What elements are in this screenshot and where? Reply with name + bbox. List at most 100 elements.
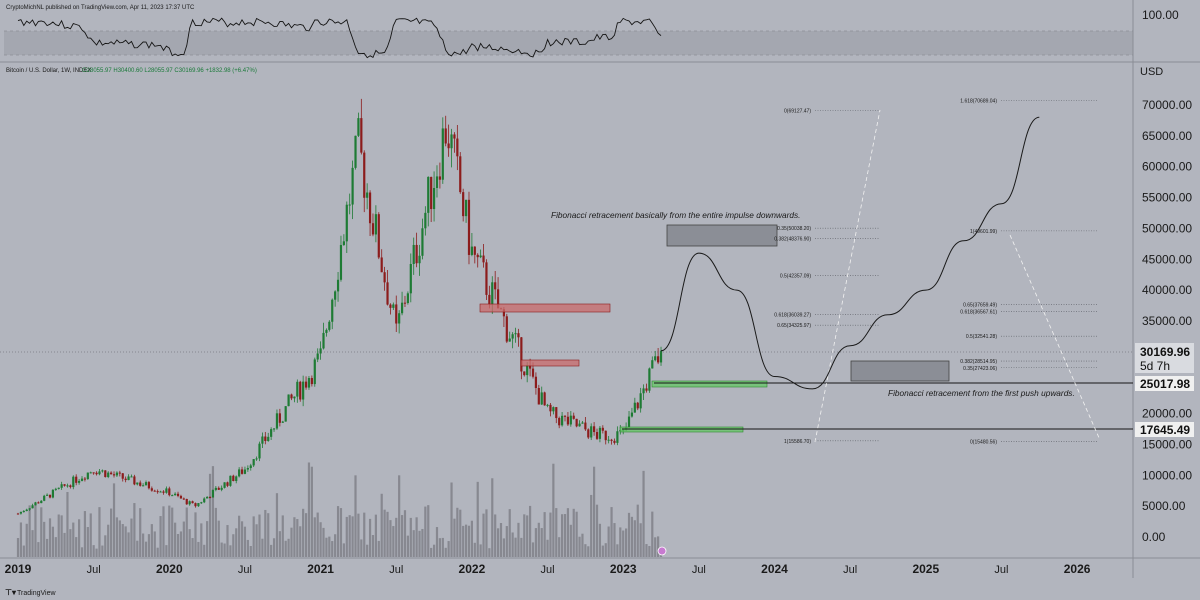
volume-bar <box>502 538 506 557</box>
price-tick: 5000.00 <box>1142 499 1186 513</box>
candle-body <box>334 291 337 300</box>
candle-body <box>569 415 572 425</box>
candle-body <box>514 333 517 335</box>
candle-body <box>462 192 465 217</box>
volume-bar <box>220 542 223 557</box>
volume-bar <box>214 507 217 557</box>
volume-bar <box>261 538 264 557</box>
volume-bar <box>147 534 151 557</box>
candle-body <box>272 428 276 430</box>
volume-bar <box>226 525 229 557</box>
time-tick: 2021 <box>307 562 334 576</box>
fib-level-label: 0.5(42357.09) <box>780 274 811 280</box>
candle-body <box>307 378 311 388</box>
time-tick: 2024 <box>761 562 788 576</box>
candle-body <box>278 413 281 423</box>
time-tick: Jul <box>541 564 555 576</box>
volume-bar <box>182 521 185 557</box>
event-marker-icon[interactable] <box>657 546 667 556</box>
candle-body <box>159 491 162 493</box>
candle-body <box>258 443 261 459</box>
volume-bar <box>357 513 360 557</box>
volume-bar <box>569 524 572 557</box>
candle-body <box>563 415 567 417</box>
candle-body <box>136 482 139 485</box>
candle-body <box>386 282 389 305</box>
volume-bar <box>72 522 75 557</box>
candle-body <box>523 371 526 376</box>
candle-body <box>249 465 252 469</box>
candle-body <box>485 262 488 295</box>
volume-bar <box>581 533 584 557</box>
volume-bar <box>168 505 171 557</box>
candle-body <box>115 472 119 476</box>
candle-body <box>595 432 599 439</box>
candle-body <box>412 244 415 264</box>
volume-bar <box>156 547 159 557</box>
candle-body <box>252 459 255 466</box>
candle-body <box>421 228 424 256</box>
candle-body <box>319 348 322 354</box>
candle-body <box>604 430 607 441</box>
volume-bar <box>499 523 503 557</box>
candle-body <box>659 350 663 363</box>
symbol-line: Bitcoin / U.S. Dollar, 1W, INDEX <box>6 68 91 74</box>
volume-bar <box>197 541 200 557</box>
supply-zone-1[interactable] <box>479 303 611 313</box>
candle-body <box>374 214 377 235</box>
candle-body <box>432 187 436 210</box>
volume-bar <box>389 520 392 557</box>
candle-body <box>40 500 43 504</box>
candle-body <box>354 135 357 168</box>
candle-body <box>95 472 98 475</box>
candle-body <box>572 415 575 419</box>
volume-bar <box>392 526 395 557</box>
volume-bar <box>16 538 20 557</box>
volume-bar <box>398 475 401 557</box>
candle-body <box>377 214 380 258</box>
candle-body <box>310 378 313 385</box>
volume-bar <box>383 509 386 557</box>
fib-zone-upper[interactable] <box>666 224 778 247</box>
fib-zone-lower[interactable] <box>850 360 950 382</box>
candle-body <box>339 244 343 280</box>
candle-body <box>430 176 433 210</box>
volume-bar <box>610 507 613 557</box>
volume-bar <box>491 478 494 557</box>
rsi-axis-label: 100.00 <box>1142 8 1179 22</box>
candle-body <box>438 176 441 180</box>
volume-bar <box>162 506 165 557</box>
volume-bar <box>374 514 377 557</box>
candle-body <box>607 439 610 441</box>
fib-guide-1 <box>814 109 881 443</box>
candle-body <box>403 302 407 304</box>
volume-bar <box>75 537 78 557</box>
candle-body <box>473 246 476 255</box>
candle-body <box>275 413 279 429</box>
volume-bar <box>290 527 293 557</box>
volume-bar <box>622 530 625 557</box>
volume-bar <box>28 505 31 557</box>
volume-bar <box>409 517 412 557</box>
volume-bar <box>127 532 130 557</box>
volume-bar <box>118 520 121 557</box>
footer-brand: TradingView <box>17 590 56 597</box>
candle-body <box>57 487 60 489</box>
price-tick: 10000.00 <box>1142 468 1192 482</box>
currency-label: USD <box>1140 66 1163 78</box>
volume-bar <box>51 526 55 557</box>
volume-bar <box>476 481 479 557</box>
candle-body <box>107 472 110 478</box>
candle-body <box>520 337 523 372</box>
supply-zone-2[interactable] <box>520 359 580 367</box>
candle-body <box>48 494 52 498</box>
candle-body <box>72 476 75 488</box>
candle-body <box>255 458 258 460</box>
demand-zone-2[interactable] <box>619 426 744 433</box>
candle-body <box>174 493 177 496</box>
candle-body <box>502 309 506 317</box>
candle-body <box>345 204 348 242</box>
demand-zone-1[interactable] <box>651 380 768 388</box>
volume-bar <box>575 511 578 557</box>
